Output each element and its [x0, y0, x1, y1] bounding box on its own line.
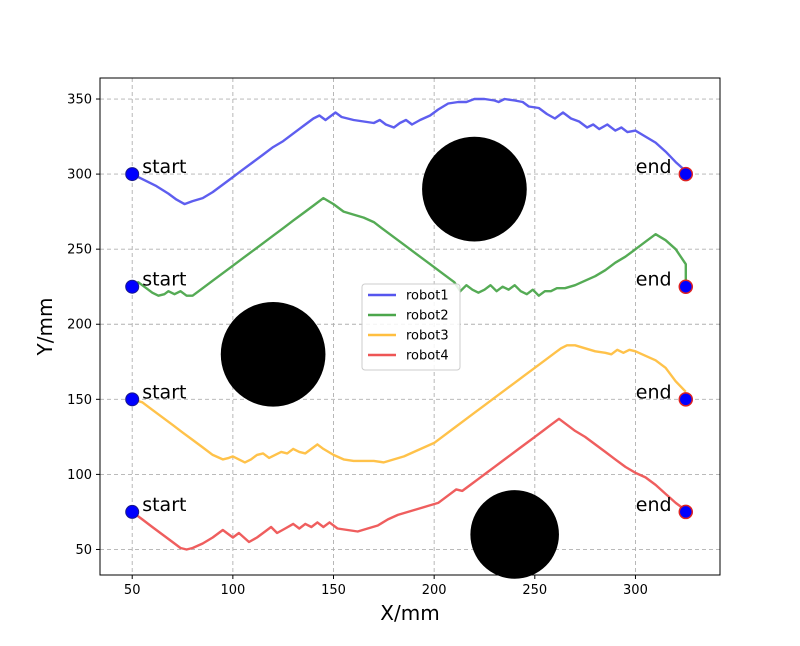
y-tick-label: 300 — [67, 168, 92, 183]
legend-label-robot4: robot4 — [406, 349, 449, 364]
end-label: end — [636, 269, 672, 291]
marker-layer — [125, 166, 694, 520]
end-marker — [678, 166, 694, 182]
x-tick-label: 300 — [623, 583, 648, 598]
y-axis-label: Y/mm — [33, 298, 57, 357]
start-label: start — [142, 494, 186, 516]
series-layer — [131, 97, 687, 551]
x-tick-label: 50 — [124, 583, 141, 598]
x-tick-label: 200 — [422, 583, 447, 598]
x-tick-label: 100 — [220, 583, 245, 598]
end-label: end — [636, 381, 672, 403]
series-line-robot2 — [131, 196, 687, 297]
start-marker — [125, 392, 140, 407]
tick-layer: 50 100 150 200 250 300 50 100 150 200 250 300 350 — [67, 93, 648, 598]
series-line-robot3 — [131, 344, 687, 464]
legend-label-robot3: robot3 — [406, 329, 449, 344]
x-axis-label: X/mm — [380, 601, 439, 625]
plot-frame — [99, 77, 721, 576]
end-marker — [678, 392, 694, 407]
y-tick-label: 100 — [67, 468, 92, 483]
x-tick-label: 150 — [321, 583, 346, 598]
x-tick-label: 250 — [522, 583, 547, 598]
legend-label-robot2: robot2 — [406, 309, 449, 324]
y-tick-label: 150 — [67, 393, 92, 408]
y-tick-label: 250 — [67, 243, 92, 258]
y-tick-label: 50 — [75, 543, 92, 558]
annotation-layer: start start start start end end end end — [142, 156, 671, 516]
obstacle — [470, 490, 559, 579]
y-tick-label: 350 — [67, 93, 92, 108]
start-marker — [125, 167, 140, 182]
legend-box — [361, 283, 461, 371]
end-marker — [678, 279, 694, 294]
obstacle — [220, 301, 326, 407]
legend: robot1 robot2 robot3 robot4 — [361, 283, 461, 371]
y-tick-label: 200 — [67, 318, 92, 333]
start-marker — [125, 504, 140, 519]
obstacle — [422, 136, 527, 242]
legend-label-robot1: robot1 — [406, 289, 449, 304]
end-label: end — [636, 156, 672, 178]
end-marker — [678, 504, 694, 520]
start-label: start — [142, 269, 186, 291]
obstacle-layer — [220, 136, 559, 579]
end-label: end — [636, 494, 672, 516]
series-line-robot1 — [131, 97, 687, 206]
start-label: start — [142, 381, 186, 403]
start-label: start — [142, 156, 186, 178]
start-marker — [125, 279, 140, 294]
series-line-robot4 — [131, 417, 687, 551]
